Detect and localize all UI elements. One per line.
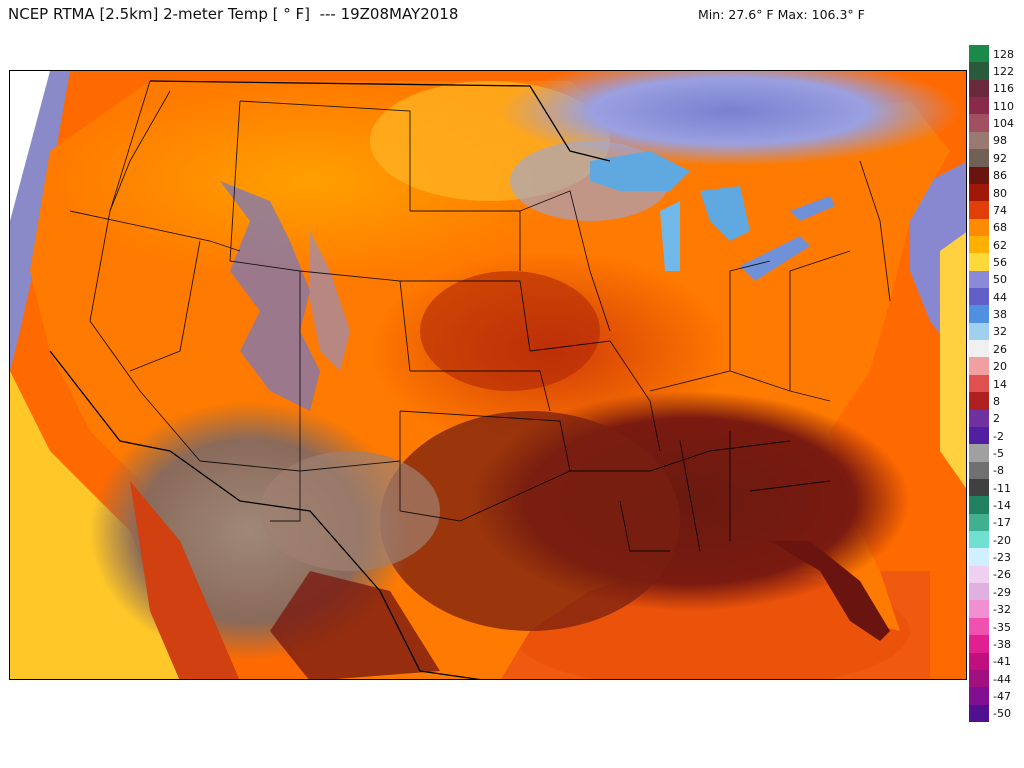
color-scale-label: 110: [993, 99, 1014, 113]
color-swatch: [969, 513, 989, 532]
color-scale-label: 104: [993, 117, 1014, 131]
color-scale-label: 80: [993, 186, 1007, 200]
color-swatch: [969, 131, 989, 150]
color-swatch: [969, 288, 989, 306]
color-swatch: [969, 149, 989, 167]
color-scale-label: -29: [993, 585, 1011, 599]
color-scale-label: -32: [993, 603, 1011, 617]
color-swatch: [969, 253, 989, 272]
color-scale-label: -23: [993, 551, 1011, 565]
color-scale-label: 26: [993, 342, 1007, 356]
color-scale-label: 20: [993, 360, 1007, 374]
color-swatch: [969, 704, 989, 723]
color-scale-label: 50: [993, 273, 1007, 287]
map-title: NCEP RTMA [2.5km] 2-meter Temp [ ° F] --…: [8, 5, 459, 23]
color-swatch: [969, 409, 989, 428]
color-swatch: [969, 45, 989, 63]
color-scale-legend: [969, 45, 989, 723]
color-scale-label: -26: [993, 568, 1011, 582]
color-swatch: [969, 617, 989, 636]
color-scale-label: -47: [993, 689, 1011, 703]
color-scale-label: 8: [993, 394, 1000, 408]
color-swatch: [969, 548, 989, 567]
color-swatch: [969, 322, 989, 341]
color-scale-label: -41: [993, 655, 1011, 669]
color-swatch: [969, 305, 989, 324]
color-scale-label: -14: [993, 499, 1011, 512]
color-swatch: [969, 218, 989, 237]
color-swatch: [969, 496, 989, 515]
map-canvas: [10, 71, 966, 679]
color-scale-label: -11: [993, 481, 1011, 495]
temperature-map: [9, 70, 967, 680]
color-scale-label: 128: [993, 47, 1014, 61]
color-swatch: [969, 461, 989, 480]
color-scale-label: 62: [993, 238, 1007, 252]
color-swatch: [969, 600, 989, 619]
color-swatch: [969, 62, 989, 81]
color-swatch: [969, 201, 989, 220]
color-swatch: [969, 270, 989, 289]
color-scale-label: 2: [993, 412, 1000, 426]
color-scale-label: -20: [993, 533, 1011, 547]
color-swatch: [969, 669, 989, 688]
color-scale-label: 92: [993, 151, 1007, 165]
color-scale-label: 98: [993, 134, 1007, 148]
color-swatch: [969, 444, 989, 463]
color-scale-label: -44: [993, 672, 1011, 686]
color-swatch: [969, 166, 989, 185]
color-swatch: [969, 340, 989, 358]
color-scale-label: 68: [993, 221, 1007, 235]
color-swatch: [969, 235, 989, 254]
color-scale-label: -2: [993, 429, 1004, 443]
color-swatch: [969, 583, 989, 601]
color-scale-label: -5: [993, 446, 1004, 460]
min-max-readout: Min: 27.6° F Max: 106.3° F: [698, 7, 865, 22]
color-swatch: [969, 114, 989, 133]
color-scale-label: -38: [993, 637, 1011, 651]
color-scale-label: 116: [993, 82, 1014, 96]
color-scale-label: -17: [993, 516, 1011, 530]
color-scale-label: 122: [993, 65, 1014, 79]
color-scale-label: -8: [993, 464, 1004, 478]
color-swatch: [969, 565, 989, 584]
color-swatch: [969, 635, 989, 654]
color-swatch: [969, 531, 989, 549]
color-scale-label: 74: [993, 203, 1007, 217]
color-scale-label: -50: [993, 707, 1011, 721]
color-scale-label: 14: [993, 377, 1007, 391]
color-swatch: [969, 478, 989, 497]
color-swatch: [969, 79, 989, 98]
color-scale-label: 44: [993, 290, 1007, 304]
color-scale-label: -35: [993, 620, 1011, 634]
color-swatch: [969, 357, 989, 376]
color-swatch: [969, 687, 989, 706]
color-swatch: [969, 374, 989, 393]
color-swatch: [969, 426, 989, 445]
color-swatch: [969, 97, 989, 115]
color-scale-label: 56: [993, 255, 1007, 269]
color-scale-label: 38: [993, 308, 1007, 322]
color-swatch: [969, 652, 989, 671]
color-scale-label: 32: [993, 325, 1007, 339]
color-swatch: [969, 183, 989, 202]
color-swatch: [969, 392, 989, 411]
color-scale-label: 86: [993, 169, 1007, 183]
